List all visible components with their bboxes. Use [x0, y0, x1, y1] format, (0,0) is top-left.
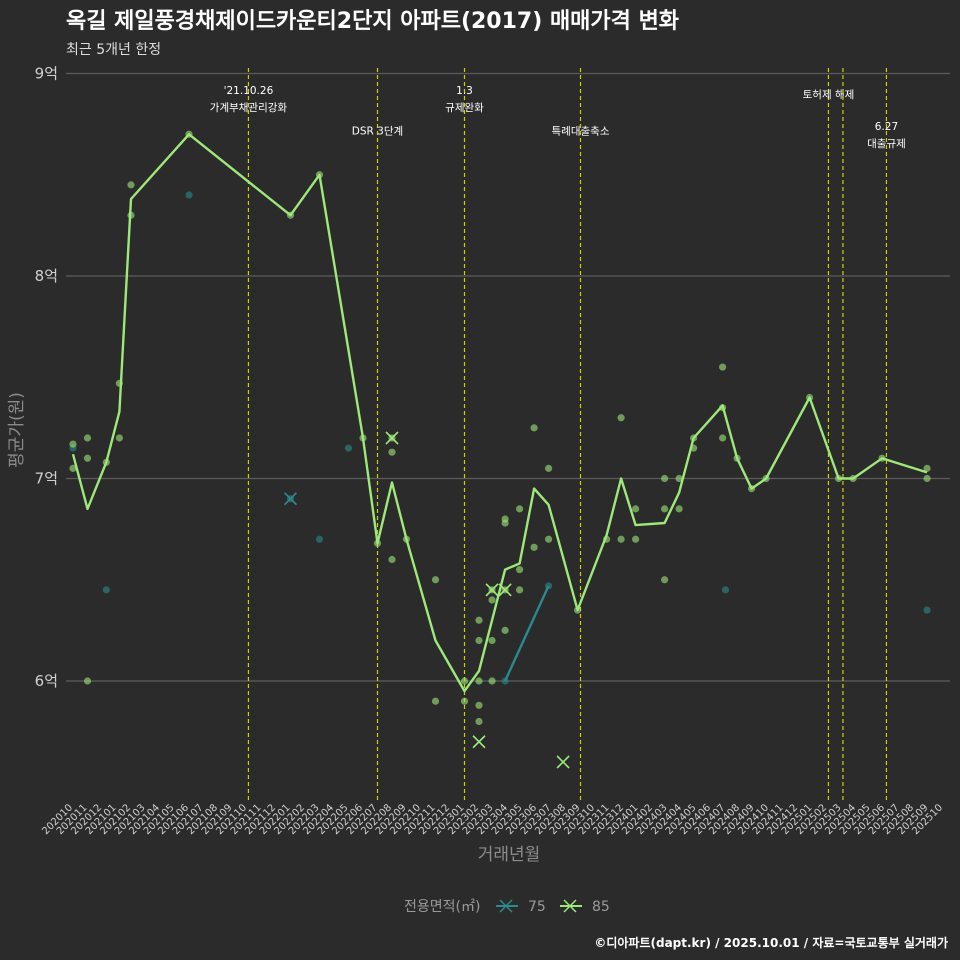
series-85: [69, 130, 931, 769]
event-label: '21.10.26: [224, 85, 274, 97]
data-point: [923, 474, 931, 483]
data-point: [501, 519, 509, 527]
cross-stroke: [283, 492, 298, 506]
data-point: [617, 535, 625, 543]
cross-stroke: [485, 583, 499, 597]
data-point: [632, 505, 640, 513]
cross-marker: [498, 583, 512, 597]
data-point: [115, 434, 123, 442]
event-label: 특례대출축소: [552, 125, 610, 137]
y-tick-label: 9억: [35, 65, 58, 83]
event-label: 대출규제: [867, 138, 906, 150]
data-point: [475, 636, 483, 645]
legend-key-85-icon: [560, 899, 582, 913]
data-point: [83, 434, 92, 442]
data-point: [545, 464, 553, 472]
data-point: [83, 454, 92, 462]
legend-label-85: 85: [592, 899, 610, 915]
series-line: [71, 133, 928, 693]
data-point: [475, 717, 483, 726]
data-point: [475, 677, 483, 685]
data-point: [475, 701, 483, 709]
data-point: [516, 505, 524, 513]
data-point: [661, 576, 669, 584]
data-point: [127, 181, 135, 189]
event-label: 6.27: [875, 121, 898, 133]
data-point: [516, 586, 524, 594]
y-axis-title: 평균가(원): [7, 392, 27, 468]
data-point: [488, 636, 496, 645]
cross-marker: [385, 431, 399, 445]
legend-label-75: 75: [528, 899, 546, 915]
y-axis-ticks: 6억 7억 8억 9억: [35, 65, 58, 691]
data-point: [431, 697, 440, 705]
data-point: [388, 448, 396, 456]
data-point: [69, 440, 77, 448]
data-point: [632, 535, 640, 543]
series-75: [69, 191, 931, 685]
data-point: [83, 677, 92, 685]
chart-subtitle: 최근 5개년 한정: [66, 42, 161, 58]
data-point: [388, 555, 396, 564]
series-line: [504, 585, 550, 682]
data-point: [460, 677, 469, 685]
data-point: [315, 535, 324, 543]
data-point: [185, 191, 193, 199]
cross-marker: [485, 583, 499, 597]
cross-marker: [283, 492, 298, 506]
data-point: [475, 616, 483, 624]
x-axis-ticks: 2020102020112020122021012021022021032021…: [40, 802, 945, 837]
cross-marker: [556, 755, 570, 769]
cross-marker: [472, 735, 486, 749]
data-point: [721, 586, 730, 594]
event-label: 가계부채관리강화: [210, 102, 288, 114]
data-point: [661, 474, 669, 483]
data-point: [923, 464, 931, 472]
event-label: 규제완화: [445, 101, 484, 114]
y-tick-label: 7억: [35, 470, 58, 488]
data-point: [617, 414, 625, 422]
data-point: [675, 474, 683, 483]
data-point: [545, 535, 553, 543]
cross-stroke: [472, 735, 486, 749]
cross-stroke: [556, 755, 570, 769]
data-point: [661, 505, 669, 513]
data-point: [530, 424, 538, 432]
data-point: [460, 697, 469, 705]
data-point: [431, 576, 440, 584]
data-point: [530, 543, 538, 551]
data-point: [488, 677, 496, 685]
caption: ©디아파트(dapt.kr) / 2025.10.01 / 자료=국토교통부 실…: [594, 935, 948, 950]
data-point: [719, 434, 727, 442]
cross-stroke: [385, 431, 399, 445]
y-tick-label: 8억: [35, 267, 58, 285]
event-label: DSR 3단계: [352, 125, 403, 137]
data-point: [923, 606, 931, 614]
legend-key-75-icon: [496, 899, 518, 913]
data-point: [344, 444, 353, 452]
data-point: [501, 626, 509, 634]
data-point: [488, 596, 496, 604]
x-axis-title: 거래년월: [478, 845, 541, 865]
data-point: [102, 586, 110, 594]
data-point: [719, 363, 727, 371]
data-point: [675, 505, 683, 513]
legend-title: 전용면적(㎡): [404, 899, 480, 915]
data-point: [69, 464, 77, 472]
event-label: 토허제 해제: [803, 88, 855, 101]
legend: 전용면적(㎡) 75 85: [404, 899, 610, 915]
data-point: [516, 566, 524, 574]
series-layer: [69, 130, 931, 769]
event-label: 1.3: [456, 85, 473, 97]
chart-title: 옥길 제일풍경채제이드카운티2단지 아파트(2017) 매매가격 변화: [66, 9, 679, 34]
y-tick-label: 6억: [35, 672, 58, 690]
cross-stroke: [498, 583, 512, 597]
